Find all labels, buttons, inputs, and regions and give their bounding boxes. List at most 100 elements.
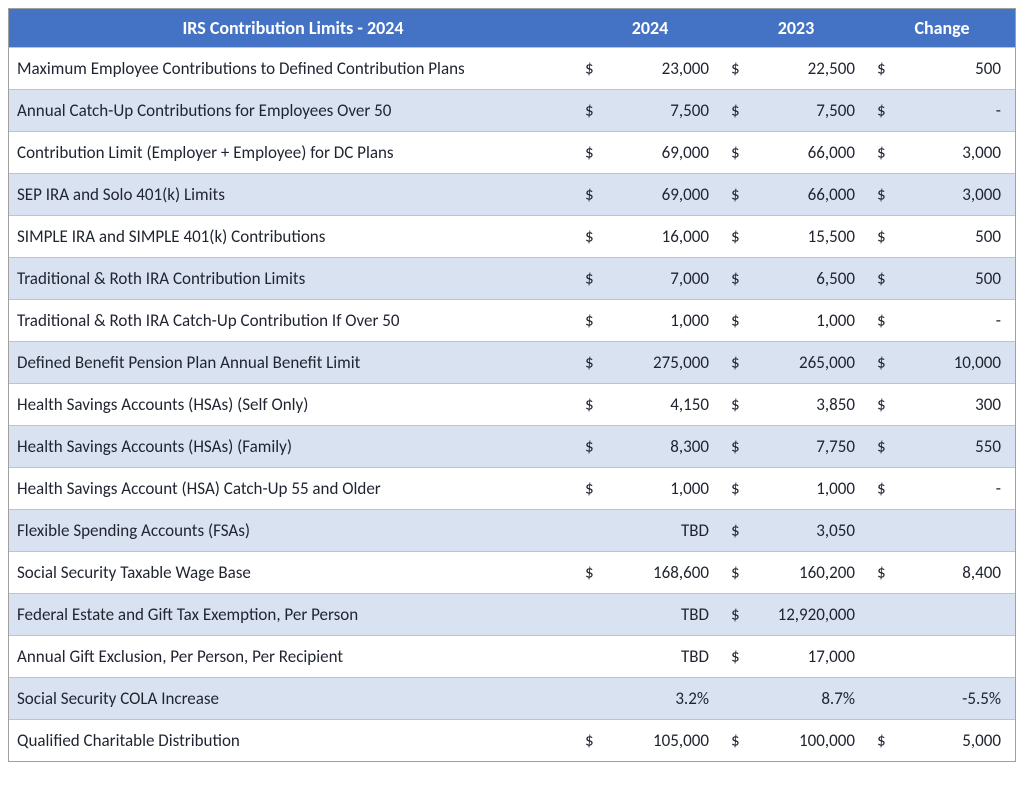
- currency-symbol: [869, 678, 895, 720]
- currency-symbol: $: [723, 258, 749, 300]
- value-2023: 22,500: [749, 48, 869, 90]
- value-2023: 100,000: [749, 720, 869, 762]
- currency-symbol: $: [869, 174, 895, 216]
- contribution-limits-table: IRS Contribution Limits - 2024 2024 2023…: [8, 8, 1016, 762]
- value-change: 500: [895, 48, 1015, 90]
- currency-symbol: $: [869, 300, 895, 342]
- currency-symbol: $: [577, 216, 603, 258]
- value-2023: 1,000: [749, 468, 869, 510]
- table-row: Qualified Charitable Distribution$105,00…: [9, 720, 1015, 762]
- table-row: Contribution Limit (Employer + Employee)…: [9, 132, 1015, 174]
- table-row: SEP IRA and Solo 401(k) Limits$69,000$66…: [9, 174, 1015, 216]
- currency-symbol: [577, 594, 603, 636]
- value-2023: 265,000: [749, 342, 869, 384]
- currency-symbol: $: [577, 174, 603, 216]
- value-2023: 66,000: [749, 174, 869, 216]
- header-year-b: 2023: [723, 9, 869, 48]
- currency-symbol: $: [869, 426, 895, 468]
- currency-symbol: $: [723, 468, 749, 510]
- value-change: 10,000: [895, 342, 1015, 384]
- table-row: Health Savings Account (HSA) Catch-Up 55…: [9, 468, 1015, 510]
- value-2023: 8.7%: [749, 678, 869, 720]
- value-change: -: [895, 468, 1015, 510]
- value-change: 3,000: [895, 174, 1015, 216]
- value-2023: 17,000: [749, 636, 869, 678]
- currency-symbol: [577, 636, 603, 678]
- row-label: SEP IRA and Solo 401(k) Limits: [9, 174, 577, 216]
- value-2024: 105,000: [603, 720, 723, 762]
- row-label: Contribution Limit (Employer + Employee)…: [9, 132, 577, 174]
- row-label: Annual Catch-Up Contributions for Employ…: [9, 90, 577, 132]
- value-2024: 23,000: [603, 48, 723, 90]
- table-row: Annual Catch-Up Contributions for Employ…: [9, 90, 1015, 132]
- currency-symbol: [869, 636, 895, 678]
- currency-symbol: [869, 594, 895, 636]
- row-label: Annual Gift Exclusion, Per Person, Per R…: [9, 636, 577, 678]
- value-change: [895, 510, 1015, 552]
- currency-symbol: $: [723, 594, 749, 636]
- currency-symbol: $: [869, 384, 895, 426]
- value-change: 300: [895, 384, 1015, 426]
- currency-symbol: $: [723, 720, 749, 762]
- row-label: Social Security COLA Increase: [9, 678, 577, 720]
- row-label: Qualified Charitable Distribution: [9, 720, 577, 762]
- value-2024: 16,000: [603, 216, 723, 258]
- value-2023: 66,000: [749, 132, 869, 174]
- value-2024: TBD: [603, 510, 723, 552]
- value-change: -5.5%: [895, 678, 1015, 720]
- table-row: Flexible Spending Accounts (FSAs)TBD$3,0…: [9, 510, 1015, 552]
- currency-symbol: [723, 678, 749, 720]
- currency-symbol: $: [723, 216, 749, 258]
- value-change: 550: [895, 426, 1015, 468]
- value-2024: 7,000: [603, 258, 723, 300]
- table-row: Health Savings Accounts (HSAs) (Family)$…: [9, 426, 1015, 468]
- table-row: Social Security Taxable Wage Base $168,60…: [9, 552, 1015, 594]
- row-label: Social Security Taxable Wage Base: [9, 552, 577, 594]
- currency-symbol: $: [869, 48, 895, 90]
- table-row: Traditional & Roth IRA Catch-Up Contribu…: [9, 300, 1015, 342]
- value-2023: 3,850: [749, 384, 869, 426]
- value-change: 500: [895, 258, 1015, 300]
- currency-symbol: $: [869, 258, 895, 300]
- row-label: Maximum Employee Contributions to Define…: [9, 48, 577, 90]
- currency-symbol: [869, 510, 895, 552]
- value-change: -: [895, 300, 1015, 342]
- currency-symbol: $: [869, 720, 895, 762]
- currency-symbol: $: [869, 216, 895, 258]
- value-change: 8,400: [895, 552, 1015, 594]
- currency-symbol: $: [577, 342, 603, 384]
- value-2024: 3.2%: [603, 678, 723, 720]
- value-change: 5,000: [895, 720, 1015, 762]
- value-2024: 168,600: [603, 552, 723, 594]
- currency-symbol: $: [869, 468, 895, 510]
- currency-symbol: $: [869, 552, 895, 594]
- currency-symbol: $: [869, 132, 895, 174]
- currency-symbol: $: [577, 468, 603, 510]
- value-2024: 275,000: [603, 342, 723, 384]
- currency-symbol: $: [869, 90, 895, 132]
- table-row: Defined Benefit Pension Plan Annual Bene…: [9, 342, 1015, 384]
- currency-symbol: $: [577, 720, 603, 762]
- row-label: Traditional & Roth IRA Catch-Up Contribu…: [9, 300, 577, 342]
- value-2024: TBD: [603, 636, 723, 678]
- value-change: -: [895, 90, 1015, 132]
- currency-symbol: $: [577, 426, 603, 468]
- row-label: Flexible Spending Accounts (FSAs): [9, 510, 577, 552]
- header-title: IRS Contribution Limits - 2024: [9, 9, 577, 48]
- value-2024: TBD: [603, 594, 723, 636]
- row-label: Health Savings Account (HSA) Catch-Up 55…: [9, 468, 577, 510]
- table-row: Social Security COLA Increase 3.2% 8.7% -5.…: [9, 678, 1015, 720]
- currency-symbol: $: [577, 300, 603, 342]
- currency-symbol: $: [577, 48, 603, 90]
- row-label: Health Savings Accounts (HSAs) (Family): [9, 426, 577, 468]
- value-2023: 1,000: [749, 300, 869, 342]
- value-2023: 3,050: [749, 510, 869, 552]
- value-2024: 69,000: [603, 174, 723, 216]
- currency-symbol: $: [723, 174, 749, 216]
- table-row: SIMPLE IRA and SIMPLE 401(k) Contributio…: [9, 216, 1015, 258]
- value-2024: 7,500: [603, 90, 723, 132]
- table-row: Annual Gift Exclusion, Per Person, Per R…: [9, 636, 1015, 678]
- row-label: Federal Estate and Gift Tax Exemption, P…: [9, 594, 577, 636]
- value-2023: 12,920,000: [749, 594, 869, 636]
- currency-symbol: $: [723, 132, 749, 174]
